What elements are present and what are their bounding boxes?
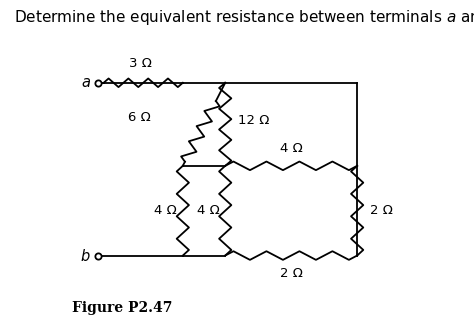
Text: $a$: $a$	[81, 76, 91, 90]
Text: $b$: $b$	[80, 248, 91, 264]
Text: 3 Ω: 3 Ω	[129, 57, 152, 70]
Text: 12 Ω: 12 Ω	[238, 115, 270, 128]
Text: 4 Ω: 4 Ω	[197, 204, 219, 217]
Text: 4 Ω: 4 Ω	[280, 142, 302, 155]
Text: Determine the equivalent resistance between terminals $a$ and $b$.: Determine the equivalent resistance betw…	[14, 8, 474, 27]
Text: 4 Ω: 4 Ω	[155, 204, 177, 217]
Text: 2 Ω: 2 Ω	[370, 204, 393, 217]
Text: 6 Ω: 6 Ω	[128, 111, 151, 124]
Text: 2 Ω: 2 Ω	[280, 267, 302, 280]
Text: Figure P2.47: Figure P2.47	[72, 302, 173, 315]
